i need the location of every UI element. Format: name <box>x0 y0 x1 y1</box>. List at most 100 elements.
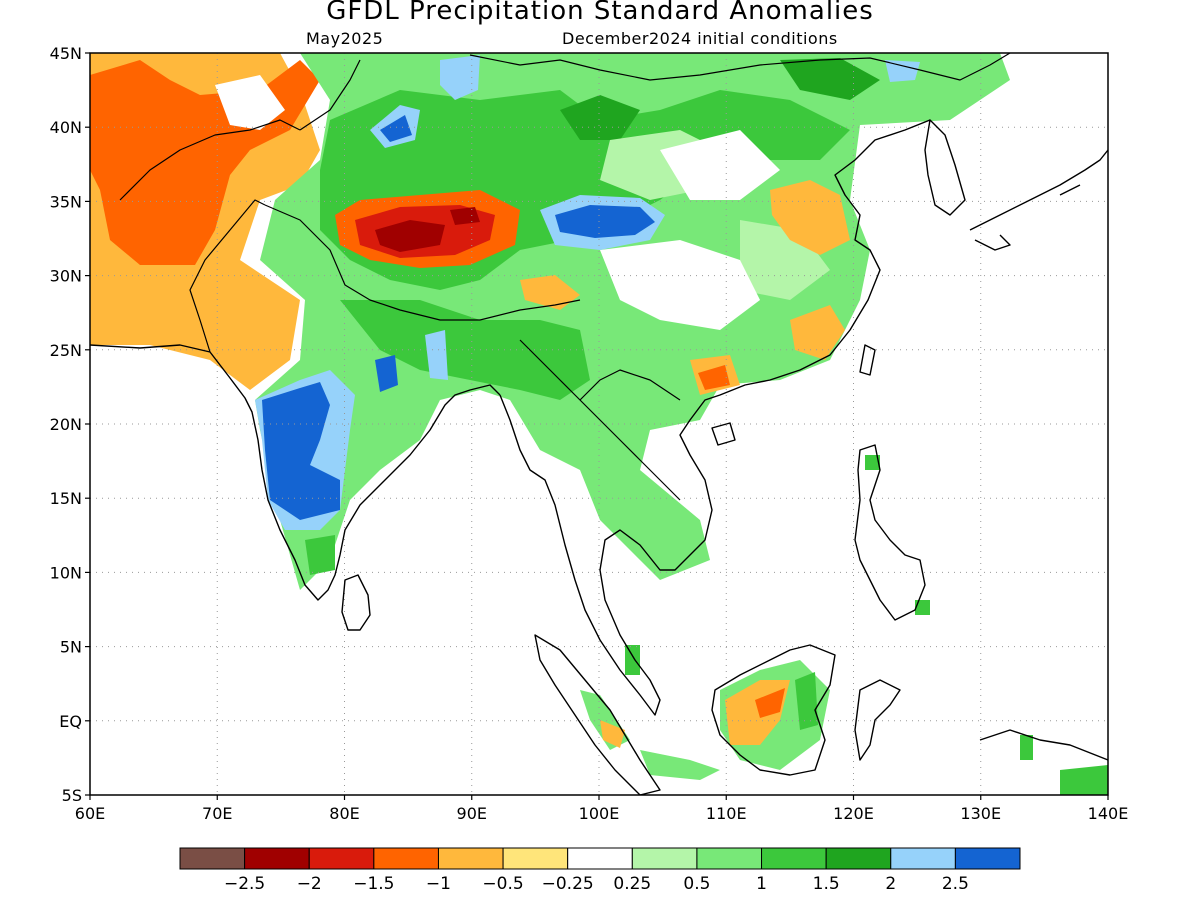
colorbar-swatch <box>631 847 698 870</box>
coastline-srilanka <box>341 574 371 631</box>
colorbar: −2.5 −2 −1.5 −1 −0.5 −0.25 0.25 0.5 1 1.5 2 2.5 <box>179 847 1021 894</box>
anomaly-region-darkgreen <box>915 600 930 615</box>
anomaly-region-darkgreen <box>1020 735 1033 760</box>
anomaly-region-darkred <box>450 207 480 225</box>
lat-tick-label: 45N <box>50 44 82 63</box>
coastline-philippines <box>854 444 926 621</box>
lon-tick-label: 120E <box>833 804 874 823</box>
anomaly-region-darkgreen <box>865 455 880 470</box>
border-pakistan <box>189 199 266 353</box>
initial-conditions: December2024 initial conditions <box>562 29 838 48</box>
anomaly-region-blue <box>380 115 412 142</box>
lat-tick-label: 35N <box>50 192 82 211</box>
anomaly-region-darkred <box>375 220 445 252</box>
coastline-hainan <box>711 422 736 446</box>
map-title: GFDL Precipitation Standard Anomalies <box>326 0 874 26</box>
lat-tick-label: 5N <box>60 638 82 657</box>
lat-tick-label: 20N <box>50 415 82 434</box>
anomaly-region-white <box>600 240 760 330</box>
colorbar-label: −2 <box>297 874 322 894</box>
forecast-month: May2025 <box>306 29 384 48</box>
colorbar-swatch <box>567 847 633 870</box>
anomaly-region-darkgreen <box>305 535 335 575</box>
anomaly-region-white <box>660 130 780 200</box>
colorbar-swatch <box>954 847 1021 870</box>
anomaly-shading <box>90 53 1108 795</box>
colorbar-swatch <box>696 847 763 870</box>
anomaly-region-darkgreen <box>1060 765 1108 795</box>
lon-tick-label: 140E <box>1088 804 1129 823</box>
map-grid <box>90 53 1108 795</box>
anomaly-region-lightgreen <box>580 690 630 750</box>
lon-tick-label: 80E <box>329 804 359 823</box>
coastline-taiwan <box>859 344 876 376</box>
coastlines <box>90 53 1108 795</box>
anomaly-region-orange <box>770 180 850 255</box>
colorbar-label: 1 <box>756 874 767 894</box>
border-southeast-asia <box>519 339 681 501</box>
colorbar-label: 1.5 <box>813 874 840 894</box>
coastline-peninsula <box>499 119 931 716</box>
border-india-china <box>264 204 581 321</box>
anomaly-region-orange <box>520 275 580 310</box>
coastline-japan <box>969 149 1108 251</box>
lat-tick-label: 25N <box>50 341 82 360</box>
anomaly-region-blue <box>262 382 340 520</box>
colorbar-label: −0.25 <box>542 874 594 894</box>
anomaly-region-white <box>215 75 285 130</box>
anomaly-region-darkgreen <box>340 300 590 400</box>
anomaly-region-green <box>560 95 640 140</box>
longitude-labels: 60E 70E 80E 90E 100E 110E 120E 130E 140E <box>75 795 1129 823</box>
colorbar-swatch <box>244 847 310 870</box>
border-china-north <box>299 53 1011 131</box>
colorbar-swatch <box>825 847 892 870</box>
anomaly-region-lightblue <box>440 55 480 100</box>
coastline-newguinea <box>979 729 1108 761</box>
lon-tick-label: 60E <box>75 804 105 823</box>
lat-tick-label: 30N <box>50 267 82 286</box>
anomaly-region-lightgreen <box>640 750 720 780</box>
latitude-labels: 45N 40N 35N 30N 25N 20N 15N 10N 5N EQ 5S <box>50 44 90 805</box>
coastline-india <box>90 344 501 601</box>
lon-tick-label: 100E <box>579 804 620 823</box>
colorbar-label: 2.5 <box>942 874 969 894</box>
anomaly-region-lightblue <box>885 60 920 82</box>
anomaly-region-green <box>780 58 880 100</box>
lat-tick-label: EQ <box>59 712 82 731</box>
coastline-sumatra <box>534 634 661 795</box>
lat-tick-label: 15N <box>50 489 82 508</box>
coastline-korea <box>924 119 966 216</box>
colorbar-label: 0.25 <box>613 874 651 894</box>
colorbar-label: 2 <box>885 874 896 894</box>
border-afghanistan <box>119 119 301 201</box>
colorbar-swatch <box>761 847 827 870</box>
anomaly-region-lightblue <box>425 330 448 380</box>
colorbar-label: −1.5 <box>353 874 394 894</box>
colorbar-swatch <box>437 847 504 870</box>
anomaly-region-darkgreen <box>625 645 640 675</box>
colorbar-swatch <box>179 847 246 870</box>
colorbar-label: −2.5 <box>224 874 265 894</box>
lon-tick-label: 130E <box>960 804 1001 823</box>
lon-tick-label: 70E <box>202 804 232 823</box>
colorbar-label: −1 <box>426 874 451 894</box>
colorbar-label: 0.5 <box>683 874 710 894</box>
coastline-borneo <box>711 644 836 776</box>
lon-tick-label: 110E <box>706 804 747 823</box>
lat-tick-label: 40N <box>50 118 82 137</box>
colorbar-label: −0.5 <box>482 874 523 894</box>
colorbar-swatch <box>890 847 956 870</box>
lat-tick-label: 5S <box>62 786 82 805</box>
anomaly-region-blue <box>375 355 398 392</box>
anomaly-region-darkorange <box>755 688 785 718</box>
lat-tick-label: 10N <box>50 563 82 582</box>
anomaly-region-orange <box>790 305 845 360</box>
anomaly-region-darkorange <box>698 365 730 390</box>
colorbar-swatch <box>373 847 439 870</box>
colorbar-swatch <box>308 847 375 870</box>
coastline-sulawesi <box>854 679 901 761</box>
anomaly-region-blue <box>555 205 655 238</box>
lon-tick-label: 90E <box>457 804 487 823</box>
anomaly-region-darkgreen <box>795 672 818 730</box>
